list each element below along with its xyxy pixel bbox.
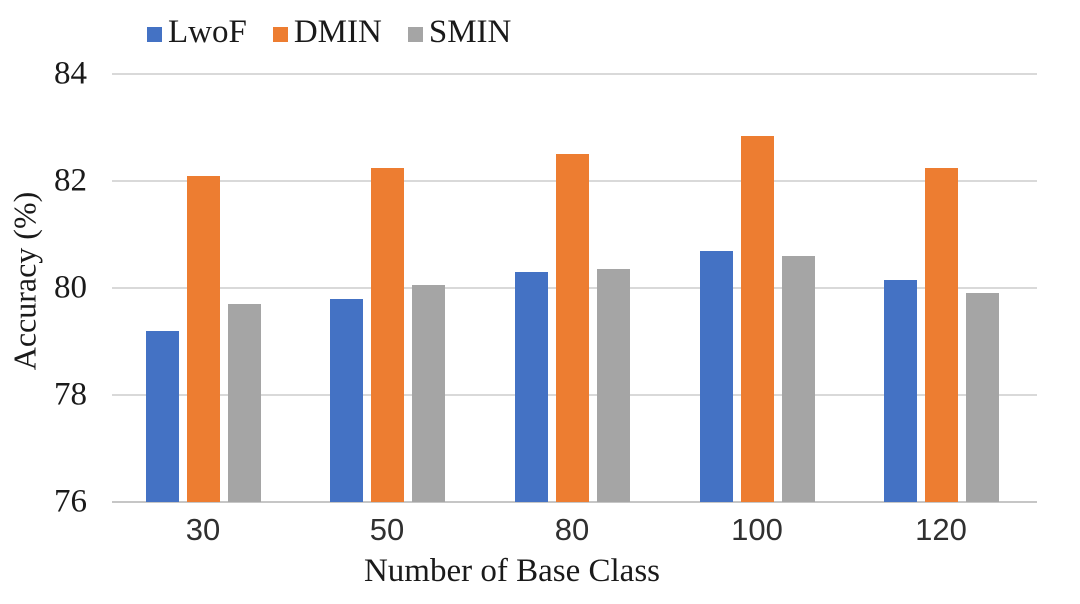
legend-label-smin: SMIN xyxy=(428,14,512,50)
bar-lwof-50 xyxy=(329,298,363,502)
y-tick-label-84: 84 xyxy=(54,55,87,92)
legend-item-lwof: LwoF xyxy=(147,16,247,49)
x-axis-title: Number of Base Class xyxy=(363,553,661,589)
bar-smin-80 xyxy=(596,269,630,502)
x-tick-label-30: 30 xyxy=(185,512,221,547)
bar-dmin-30 xyxy=(186,175,220,502)
y-tick-label-76: 76 xyxy=(54,483,87,520)
x-tick-label-50: 50 xyxy=(369,512,405,547)
legend-label-dmin: DMIN xyxy=(293,14,382,50)
legend-label-lwof: LwoF xyxy=(168,14,247,50)
x-tick-label-120: 120 xyxy=(915,512,967,547)
x-tick-label-80: 80 xyxy=(554,512,590,547)
bar-lwof-120 xyxy=(883,279,917,502)
y-tick-label-78: 78 xyxy=(54,376,87,413)
x-tick-label-100: 100 xyxy=(731,512,783,547)
bar-dmin-100 xyxy=(740,135,774,502)
legend-item-dmin: DMIN xyxy=(272,14,382,50)
y-tick-label-82: 82 xyxy=(54,162,87,199)
gridline-y-84 xyxy=(112,73,1037,75)
legend-swatch-dmin-icon xyxy=(272,27,288,42)
bar-smin-120 xyxy=(965,293,999,502)
bar-smin-30 xyxy=(227,304,261,502)
gridline-y-76 xyxy=(112,501,1037,503)
chart-legend: LwoF DMIN SMIN xyxy=(147,16,511,49)
legend-item-smin: SMIN xyxy=(407,14,512,50)
legend-swatch-smin-icon xyxy=(407,27,423,42)
bar-lwof-30 xyxy=(145,330,179,502)
bar-smin-100 xyxy=(781,255,815,502)
y-tick-label-80: 80 xyxy=(54,269,87,306)
legend-swatch-lwof-icon xyxy=(147,27,162,42)
bar-lwof-100 xyxy=(699,250,733,502)
bar-dmin-50 xyxy=(370,167,404,502)
bar-smin-50 xyxy=(411,285,445,502)
bar-dmin-120 xyxy=(924,167,958,502)
bar-lwof-80 xyxy=(514,271,548,502)
bar-dmin-80 xyxy=(555,154,589,502)
